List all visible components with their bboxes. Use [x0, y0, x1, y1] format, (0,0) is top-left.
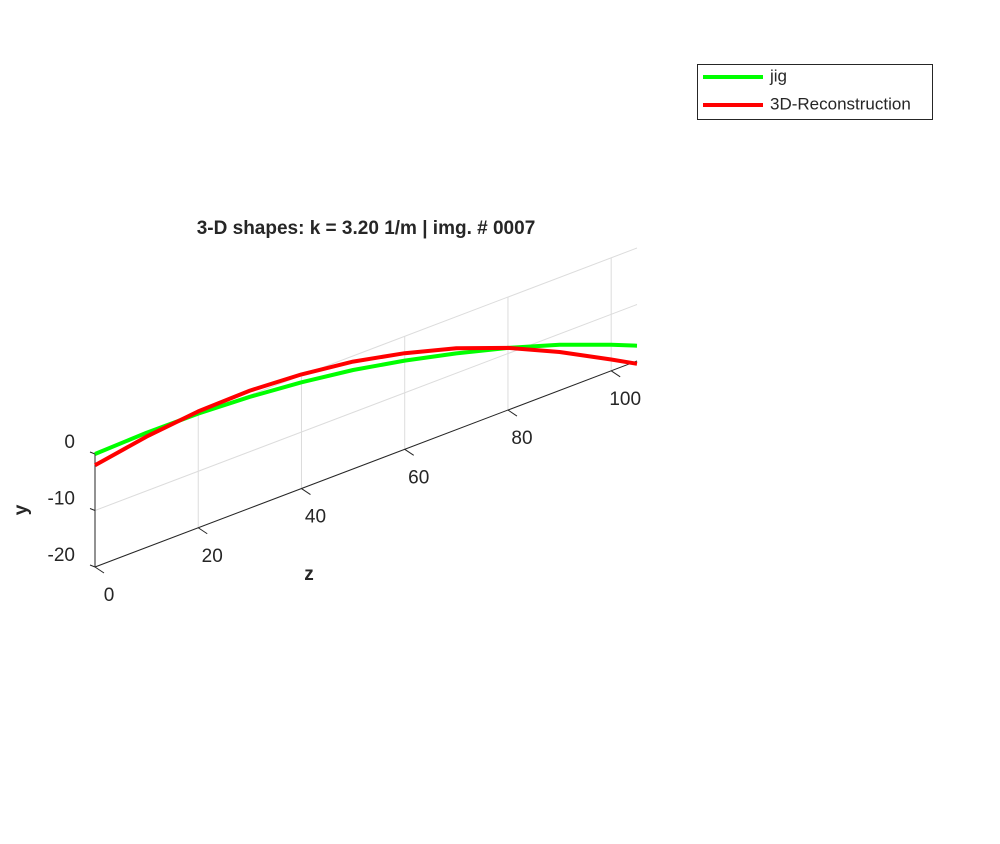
chart-title: 3-D shapes: k = 3.20 1/m | img. # 0007 [197, 218, 536, 239]
x-tick-label: 60 [408, 467, 429, 488]
legend-label: jig [769, 66, 787, 85]
line-series [94, 345, 638, 468]
x-tick-label: 0 [104, 585, 115, 606]
x-tick [94, 566, 105, 574]
legend-label: 3D-Reconstruction [770, 94, 911, 113]
x-tick-label: 100 [609, 389, 641, 410]
x-tick [301, 488, 311, 495]
x-tick-label: 80 [511, 428, 532, 449]
y-tick-label: 0 [64, 432, 75, 453]
legend-box [697, 64, 933, 120]
z-axis [94, 360, 638, 568]
x-tick [404, 448, 414, 456]
x-tick [507, 409, 518, 417]
x-tick [610, 370, 621, 378]
grid-line [94, 304, 638, 511]
y-tick [89, 508, 96, 511]
y-axis-label: y [11, 504, 32, 515]
y-tick-label: -10 [48, 489, 75, 510]
y-tick-label: -20 [48, 545, 75, 566]
y-tick [89, 451, 96, 455]
x-axis-label: z [304, 564, 314, 585]
x-tick-label: 40 [305, 507, 326, 528]
x-tick [197, 527, 208, 535]
x-tick-label: 20 [202, 546, 223, 567]
y-tick [89, 564, 96, 568]
